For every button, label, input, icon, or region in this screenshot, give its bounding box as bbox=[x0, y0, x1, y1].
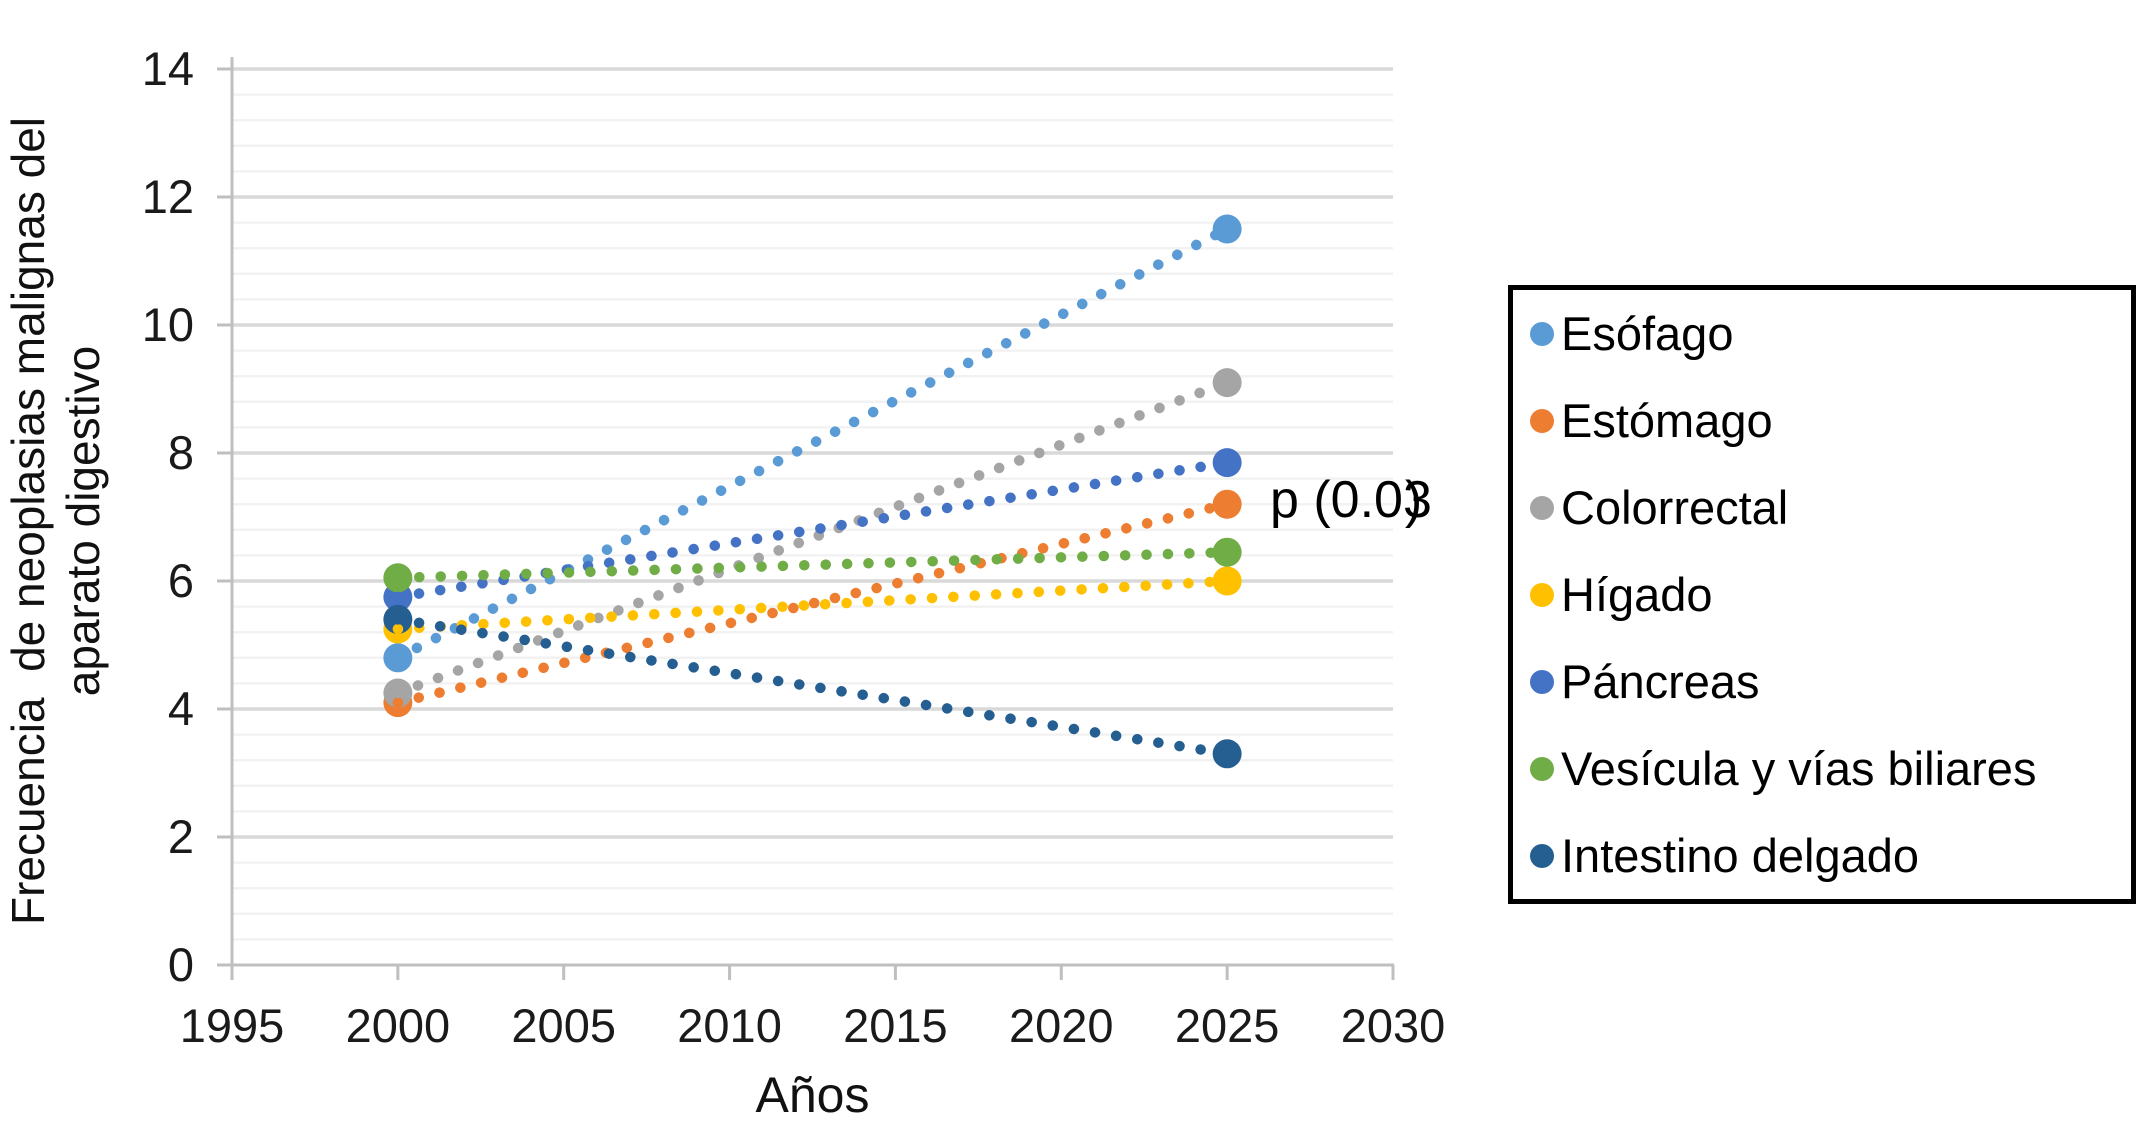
legend-item: Esófago bbox=[1530, 306, 2127, 360]
legend: Esófago Estómago Colorrectal Hígado Páncreas… bbox=[1508, 285, 2136, 904]
x-tick-label: 2000 bbox=[345, 999, 451, 1052]
legend-marker-icon bbox=[1530, 669, 1554, 694]
y-axis-title: Frecuencia de neoplasias malignas del ap… bbox=[1, 1, 113, 1041]
legend-marker-icon bbox=[1530, 408, 1554, 433]
y-tick-label: 2 bbox=[167, 810, 194, 863]
legend-item: Páncreas bbox=[1530, 654, 2127, 708]
x-tick-label: 2005 bbox=[511, 999, 616, 1052]
data-point-marker bbox=[1212, 566, 1242, 596]
y-axis-title-line1: Frecuencia de neoplasias malignas del bbox=[2, 116, 54, 926]
y-tick-label: 8 bbox=[167, 426, 194, 479]
data-point-marker bbox=[1212, 739, 1242, 769]
data-point-marker bbox=[383, 643, 413, 673]
legend-marker-icon bbox=[1530, 495, 1554, 520]
y-tick-label: 6 bbox=[167, 554, 194, 607]
data-point-marker bbox=[383, 678, 413, 708]
y-tick-label: 0 bbox=[167, 938, 194, 991]
data-point-marker bbox=[1212, 214, 1242, 244]
legend-label: Intestino delgado bbox=[1561, 828, 1920, 882]
legend-marker-icon bbox=[1530, 843, 1554, 868]
data-point-marker bbox=[383, 688, 413, 718]
p-value-paren: ) bbox=[1404, 471, 1423, 529]
data-point-marker bbox=[383, 614, 413, 644]
data-point-marker bbox=[383, 604, 413, 634]
legend-label: Esófago bbox=[1561, 306, 1734, 360]
data-point-marker bbox=[1212, 448, 1242, 478]
data-point-marker bbox=[1212, 537, 1242, 567]
trendline bbox=[392, 457, 1233, 603]
legend-label: Páncreas bbox=[1561, 654, 1760, 708]
p-value-text: p (0.03 bbox=[1270, 471, 1432, 529]
data-point-marker bbox=[383, 563, 413, 593]
y-tick-label: 10 bbox=[141, 298, 194, 351]
legend-label: Vesícula y vías biliares bbox=[1561, 741, 2037, 795]
y-axis-title-line2: aparato digestivo bbox=[57, 345, 109, 697]
legend-item: Hígado bbox=[1530, 567, 2127, 621]
trendline bbox=[392, 614, 1233, 760]
legend-item: Colorrectal bbox=[1530, 480, 2127, 534]
legend-item: Estómago bbox=[1530, 393, 2127, 447]
data-point-marker bbox=[1212, 489, 1242, 519]
x-tick-label: 1995 bbox=[179, 999, 285, 1052]
x-tick-label: 2030 bbox=[1340, 999, 1446, 1052]
y-tick-label: 14 bbox=[141, 42, 194, 95]
y-tick-label: 4 bbox=[167, 682, 194, 735]
legend-label: Estómago bbox=[1561, 393, 1773, 447]
legend-list: Esófago Estómago Colorrectal Hígado Páncreas… bbox=[1513, 290, 2131, 899]
legend-item: Vesícula y vías biliares bbox=[1530, 741, 2127, 795]
x-tick-label: 2020 bbox=[1009, 999, 1114, 1052]
data-point-marker bbox=[383, 582, 413, 612]
x-tick-label: 2025 bbox=[1174, 999, 1280, 1052]
legend-marker-icon bbox=[1530, 582, 1554, 607]
x-axis-title: Años bbox=[755, 1067, 870, 1123]
x-tick-label: 2015 bbox=[843, 999, 948, 1052]
legend-label: Colorrectal bbox=[1561, 480, 1789, 534]
x-tick-label: 2010 bbox=[677, 999, 782, 1052]
trendline bbox=[392, 223, 1233, 664]
legend-item: Intestino delgado bbox=[1530, 828, 2127, 882]
trendline bbox=[392, 377, 1233, 699]
legend-marker-icon bbox=[1530, 321, 1554, 346]
trendline bbox=[392, 575, 1233, 635]
legend-marker-icon bbox=[1530, 756, 1554, 781]
trendline bbox=[392, 546, 1233, 584]
data-point-marker bbox=[1212, 368, 1242, 398]
legend-label: Hígado bbox=[1561, 567, 1713, 621]
y-tick-label: 12 bbox=[141, 170, 194, 223]
trendline bbox=[392, 498, 1233, 708]
p-value-annotation: p (0.03) bbox=[1270, 470, 1432, 530]
